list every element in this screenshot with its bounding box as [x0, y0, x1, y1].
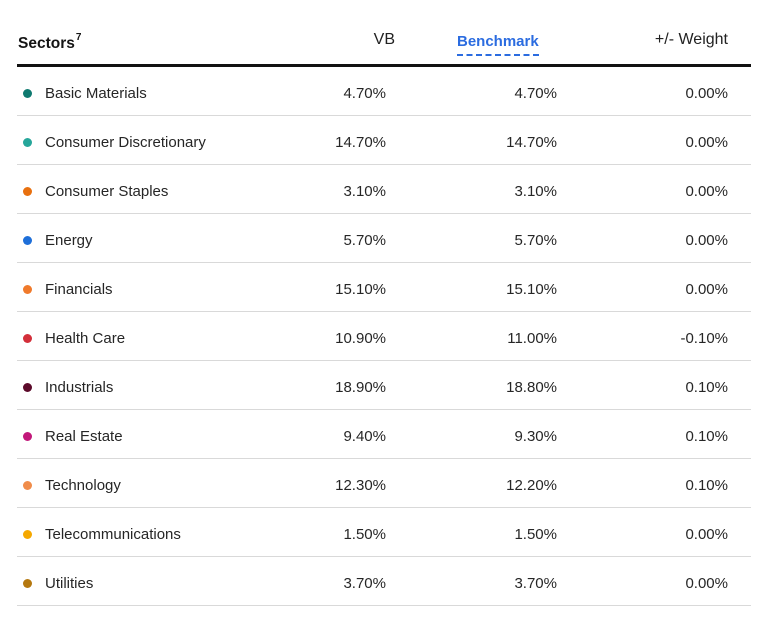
- table-row: Industrials 18.90% 18.80% 0.10%: [17, 361, 751, 410]
- vb-weight-value: 14.70%: [335, 134, 386, 151]
- benchmark-weight-value: 12.20%: [506, 477, 557, 494]
- vb-weight-value: 9.40%: [343, 428, 386, 445]
- benchmark-header-link[interactable]: Benchmark: [457, 32, 539, 56]
- table-row: Consumer Discretionary 14.70% 14.70% 0.00%: [17, 116, 751, 165]
- weight-difference-value: 0.00%: [685, 85, 728, 102]
- sector-name: Health Care: [45, 330, 126, 347]
- weight-difference-value: 0.00%: [685, 232, 728, 249]
- sector-color-dot-icon: [23, 481, 32, 490]
- table-row: Health Care 10.90% 11.00% -0.10%: [17, 312, 751, 361]
- benchmark-weight-value: 18.80%: [506, 379, 557, 396]
- weight-difference-value: 0.10%: [685, 379, 728, 396]
- vb-weight-value: 10.90%: [335, 330, 386, 347]
- table-body: Basic Materials 4.70% 4.70% 0.00% Consumer D…: [17, 67, 751, 606]
- benchmark-weight-value: 1.50%: [514, 526, 557, 543]
- benchmark-weight-value: 4.70%: [514, 85, 557, 102]
- sector-name: Technology: [45, 477, 121, 494]
- vb-weight-value: 3.70%: [343, 575, 386, 592]
- weight-difference-value: -0.10%: [680, 330, 728, 347]
- weight-difference-value: 0.10%: [685, 428, 728, 445]
- weight-difference-value: 0.00%: [685, 134, 728, 151]
- vb-header: VB: [373, 31, 395, 48]
- benchmark-weight-value: 9.30%: [514, 428, 557, 445]
- vb-weight-value: 12.30%: [335, 477, 386, 494]
- weight-difference-value: 0.00%: [685, 281, 728, 298]
- sector-color-dot-icon: [23, 383, 32, 392]
- table-row: Basic Materials 4.70% 4.70% 0.00%: [17, 67, 751, 116]
- sector-name: Telecommunications: [45, 526, 181, 543]
- sector-color-dot-icon: [23, 334, 32, 343]
- table-row: Technology 12.30% 12.20% 0.10%: [17, 459, 751, 508]
- benchmark-weight-value: 15.10%: [506, 281, 557, 298]
- table-header: Sectors7 VB Benchmark +/- Weight: [17, 0, 751, 67]
- sectors-table: Sectors7 VB Benchmark +/- Weight Basic M…: [17, 0, 751, 606]
- vb-weight-value: 1.50%: [343, 526, 386, 543]
- sector-color-dot-icon: [23, 138, 32, 147]
- benchmark-weight-value: 5.70%: [514, 232, 557, 249]
- sector-color-dot-icon: [23, 579, 32, 588]
- benchmark-weight-value: 3.10%: [514, 183, 557, 200]
- benchmark-weight-value: 11.00%: [507, 330, 557, 347]
- weight-difference-value: 0.00%: [685, 526, 728, 543]
- table-row: Energy 5.70% 5.70% 0.00%: [17, 214, 751, 263]
- sector-color-dot-icon: [23, 432, 32, 441]
- sector-name: Financials: [45, 281, 113, 298]
- sector-name: Consumer Discretionary: [45, 134, 206, 151]
- vb-weight-value: 18.90%: [335, 379, 386, 396]
- benchmark-weight-value: 3.70%: [514, 575, 557, 592]
- sector-name: Real Estate: [45, 428, 123, 445]
- footnote-marker[interactable]: 7: [75, 32, 82, 43]
- vb-weight-value: 4.70%: [343, 85, 386, 102]
- table-row: Real Estate 9.40% 9.30% 0.10%: [17, 410, 751, 459]
- table-row: Utilities 3.70% 3.70% 0.00%: [17, 557, 751, 606]
- benchmark-weight-value: 14.70%: [506, 134, 557, 151]
- vb-weight-value: 5.70%: [343, 232, 386, 249]
- vb-weight-value: 3.10%: [343, 183, 386, 200]
- sector-color-dot-icon: [23, 285, 32, 294]
- sectors-header: Sectors7: [18, 30, 81, 54]
- weight-difference-value: 0.10%: [685, 477, 728, 494]
- sector-name: Consumer Staples: [45, 183, 169, 200]
- vb-weight-value: 15.10%: [335, 281, 386, 298]
- sector-name: Utilities: [45, 575, 94, 592]
- sector-color-dot-icon: [23, 89, 32, 98]
- sector-color-dot-icon: [23, 236, 32, 245]
- table-row: Financials 15.10% 15.10% 0.00%: [17, 263, 751, 312]
- weight-header: +/- Weight: [654, 31, 728, 48]
- sector-name: Energy: [45, 232, 93, 249]
- sector-name: Industrials: [45, 379, 114, 396]
- weight-difference-value: 0.00%: [685, 575, 728, 592]
- weight-difference-value: 0.00%: [685, 183, 728, 200]
- sector-color-dot-icon: [23, 187, 32, 196]
- sector-name: Basic Materials: [45, 85, 147, 102]
- sector-color-dot-icon: [23, 530, 32, 539]
- table-row: Consumer Staples 3.10% 3.10% 0.00%: [17, 165, 751, 214]
- table-row: Telecommunications 1.50% 1.50% 0.00%: [17, 508, 751, 557]
- sectors-header-label: Sectors: [18, 35, 75, 53]
